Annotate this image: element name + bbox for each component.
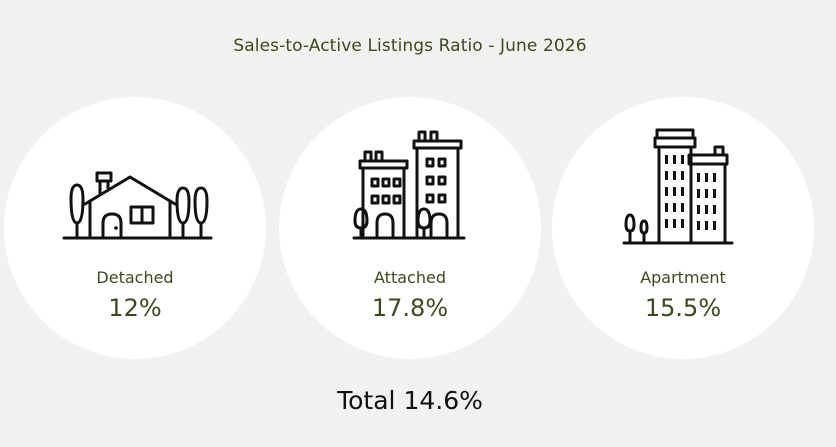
category-card-attached: Attached 17.8% bbox=[279, 97, 541, 359]
category-card-apartment: Apartment 15.5% bbox=[552, 97, 814, 359]
category-card-detached: Detached 12% bbox=[4, 97, 266, 359]
category-value: 17.8% bbox=[371, 294, 449, 322]
house-icon bbox=[62, 171, 213, 240]
category-label: Detached bbox=[96, 268, 174, 287]
category-label: Apartment bbox=[640, 268, 726, 287]
total-value: Total 14.6% bbox=[337, 386, 483, 415]
category-label: Attached bbox=[374, 268, 446, 287]
category-value: 15.5% bbox=[644, 294, 722, 322]
apartment-building-icon bbox=[622, 128, 734, 245]
townhouse-icon bbox=[352, 130, 466, 240]
category-value: 12% bbox=[108, 294, 162, 322]
page-title: Sales-to-Active Listings Ratio - June 20… bbox=[233, 36, 587, 56]
